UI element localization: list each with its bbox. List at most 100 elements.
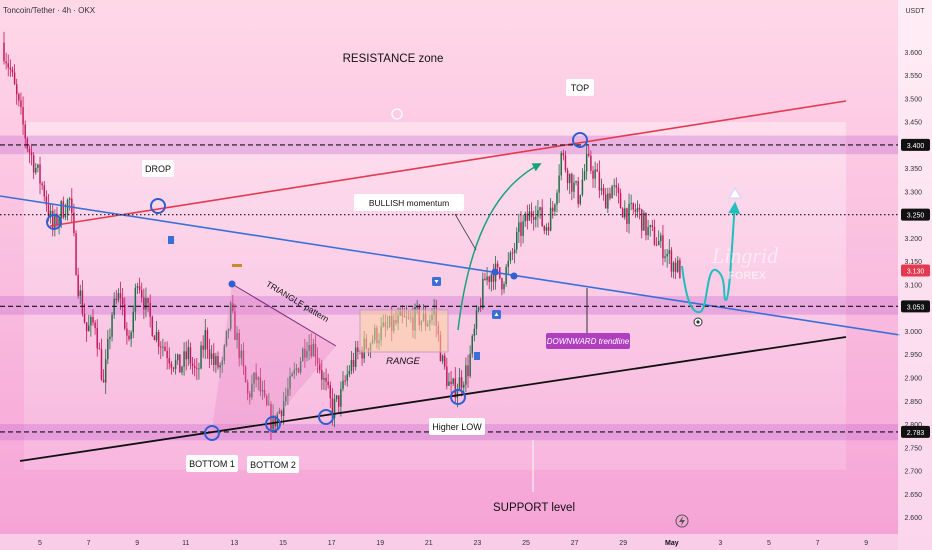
candle-body: [547, 227, 550, 231]
candle-body: [219, 364, 221, 368]
candle-body: [528, 211, 531, 221]
candle-body: [541, 207, 543, 227]
candle-body: [47, 204, 50, 217]
candle-body: [282, 401, 285, 416]
candle-body: [140, 290, 143, 298]
watermark: Lingrid FOREX: [711, 243, 779, 282]
candle-body: [117, 293, 120, 301]
small-icons: [168, 108, 703, 528]
candle-body: [342, 380, 344, 389]
marker-top: [572, 132, 588, 148]
candle-body: [71, 198, 73, 213]
support-trendline: [19, 336, 847, 462]
higher-low-bg: [429, 418, 485, 435]
candle-body: [121, 298, 124, 305]
candle-body: [490, 274, 493, 282]
candle-body: [213, 353, 215, 365]
candle-body: [295, 368, 298, 370]
candle-body: [242, 350, 245, 367]
candle-body: [520, 222, 522, 236]
x-tick-label: 25: [522, 540, 530, 547]
candle-body: [507, 260, 510, 267]
candle-body: [446, 366, 448, 386]
candle-body: [174, 360, 177, 369]
candle-body: [526, 213, 529, 221]
y-tick-label: 2.950: [904, 352, 922, 359]
candle-body: [280, 410, 283, 416]
hammer-icon: [232, 264, 242, 267]
candle-body: [670, 250, 673, 272]
candle-body: [518, 222, 520, 233]
candle-body: [278, 410, 281, 414]
candle-body: [143, 297, 145, 310]
candle-body: [236, 333, 238, 340]
candle-body: [111, 314, 113, 337]
candle-body: [585, 153, 588, 172]
candle-body: [668, 250, 671, 254]
candle-body: [221, 360, 223, 365]
candle-body: [346, 374, 348, 381]
x-tick-label: 29: [619, 540, 627, 547]
candle-body: [515, 232, 518, 250]
candle-body: [454, 378, 457, 398]
arrow-down-glyph: [434, 280, 439, 284]
candle-body: [75, 233, 77, 275]
candle-body: [354, 347, 357, 367]
candle-body: [5, 61, 7, 64]
candle-body: [22, 107, 24, 125]
y-tick-label: 3.000: [904, 329, 922, 336]
candle-body: [647, 226, 649, 236]
candle-body: [588, 153, 590, 156]
candle-body: [452, 378, 454, 384]
y-tick-label: 3.100: [904, 282, 922, 289]
candle-body: [96, 328, 98, 349]
candle-body: [240, 350, 243, 359]
candle-body: [265, 395, 268, 405]
candle-body: [443, 355, 446, 367]
candle-body: [287, 388, 289, 396]
x-tick-label: 7: [87, 540, 91, 547]
y-tick-label: 2.900: [904, 375, 922, 382]
candle-body: [571, 173, 573, 192]
candle-body: [187, 347, 190, 360]
bottom2-bg: [247, 456, 299, 473]
lightning-glyph: [679, 516, 685, 526]
resistance-zone-label: RESISTANCE zone: [343, 53, 444, 65]
candle-body: [244, 366, 247, 383]
bullish-momentum-arrow: [457, 163, 542, 331]
eye-pupil: [696, 320, 700, 324]
candle-body: [130, 332, 132, 340]
price-badges-layer: 3.400 3.250 3.053 2.783 3.130: [901, 138, 930, 438]
candle-body: [206, 330, 209, 350]
x-tick-label: 5: [767, 540, 771, 547]
candle-body: [11, 69, 14, 73]
candle-body: [522, 221, 524, 236]
candle-body: [638, 207, 641, 210]
candle-body: [664, 256, 666, 259]
bottom-1-label: BOTTOM 1: [189, 459, 235, 469]
candle-body: [530, 211, 533, 218]
downward-trendline-label-box: DOWNWARD trendline: [546, 333, 630, 349]
drop-label-box: DROP: [142, 160, 174, 177]
candle-body: [181, 366, 183, 373]
candle-body: [552, 207, 554, 212]
candle-body: [119, 293, 122, 299]
y-tick-label: 3.350: [904, 166, 922, 173]
candle-body: [274, 415, 276, 427]
candle-body: [677, 260, 679, 272]
candle-body: [276, 413, 279, 427]
candle-body: [327, 381, 329, 386]
candle-body: [168, 358, 171, 364]
candle-body: [532, 217, 535, 220]
candle-body: [166, 350, 168, 359]
candle-body: [253, 372, 255, 384]
candle-body: [223, 345, 226, 361]
candle-body: [344, 380, 346, 382]
candle-body: [649, 225, 651, 227]
candle-body: [183, 351, 185, 367]
candle-body: [15, 84, 18, 95]
candle-body: [32, 155, 35, 173]
circle-markers: [46, 132, 588, 441]
price-badge-label: 3.400: [907, 143, 925, 150]
y-tick-label: 2.700: [904, 469, 922, 476]
